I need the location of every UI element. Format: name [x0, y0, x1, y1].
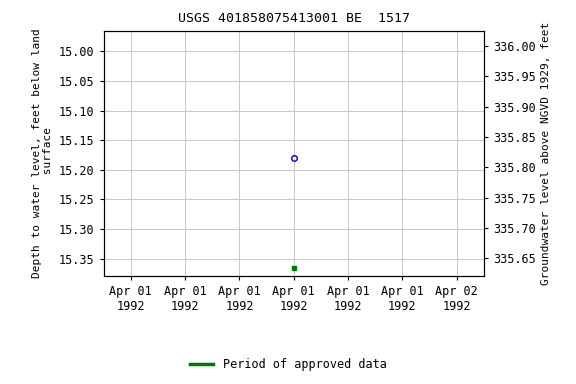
Legend: Period of approved data: Period of approved data — [185, 354, 391, 376]
Y-axis label: Depth to water level, feet below land
 surface: Depth to water level, feet below land su… — [32, 29, 54, 278]
Title: USGS 401858075413001 BE  1517: USGS 401858075413001 BE 1517 — [178, 12, 410, 25]
Y-axis label: Groundwater level above NGVD 1929, feet: Groundwater level above NGVD 1929, feet — [541, 22, 551, 285]
